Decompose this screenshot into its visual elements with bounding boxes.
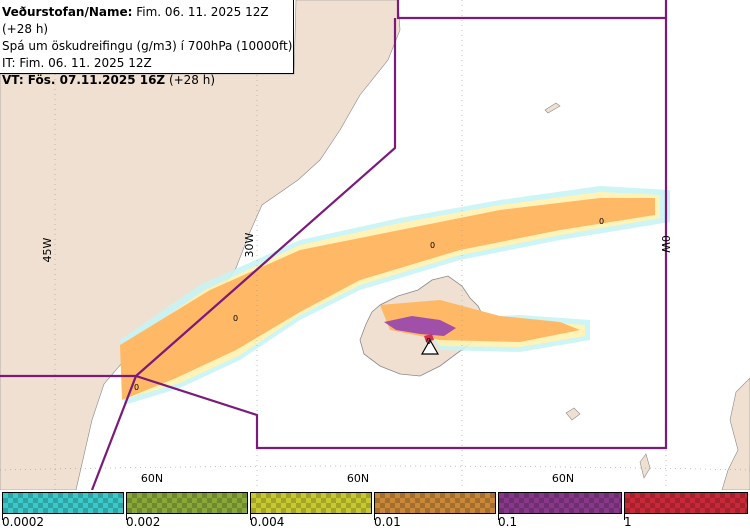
norway-coast bbox=[721, 377, 750, 490]
legend-label-0.002: 0.002 bbox=[126, 515, 161, 529]
jan-mayen-island bbox=[544, 102, 561, 114]
institute-name: Veðurstofan/Name: bbox=[2, 5, 133, 19]
legend-bin-yellow bbox=[250, 492, 372, 514]
legend-bin-cyan bbox=[2, 492, 124, 514]
valid-time: VT: Fös. 07.11.2025 16Z bbox=[2, 73, 166, 87]
initial-time: IT: Fim. 06. 11. 2025 12Z bbox=[2, 56, 152, 70]
legend-label-0.004: 0.004 bbox=[250, 515, 285, 529]
contour-label: 0 bbox=[430, 241, 435, 250]
lon-label-30w: 30W bbox=[243, 232, 256, 257]
fir-boundary bbox=[0, 0, 668, 490]
legend-label-0.01: 0.01 bbox=[374, 515, 401, 529]
header-line-1: Veðurstofan/Name: Fim. 06. 11. 2025 12Z … bbox=[2, 4, 293, 38]
header-line-4: VT: Fös. 07.11.2025 16Z (+28 h) bbox=[2, 72, 293, 89]
legend-tick bbox=[2, 514, 3, 520]
greenland-land bbox=[0, 0, 401, 490]
lat-label-60n-b: 60N bbox=[347, 472, 369, 485]
contour-label: 0 bbox=[599, 217, 604, 226]
legend-tick bbox=[250, 514, 251, 520]
legend-label-1: 1 bbox=[624, 515, 632, 529]
legend-tick bbox=[498, 514, 499, 520]
lat-label-60n-a: 60N bbox=[141, 472, 163, 485]
issue-time: Fim. 06. 11. 2025 12Z (+28 h) bbox=[2, 5, 269, 36]
lon-label-0w: 0W bbox=[659, 235, 672, 253]
legend-bin-red bbox=[624, 492, 748, 514]
legend-bin-olive bbox=[126, 492, 248, 514]
lat-label-60n-c: 60N bbox=[552, 472, 574, 485]
valid-offset: (+28 h) bbox=[165, 73, 216, 87]
ash-forecast-map: 45W 30W 0W 60N 60N 60N 0 0 0 0 0 bbox=[0, 0, 750, 490]
product-title: Spá um öskudreifingu (g/m3) í 700hPa (10… bbox=[2, 39, 293, 53]
lon-label-45w: 45W bbox=[41, 237, 54, 262]
legend-tick bbox=[624, 514, 625, 520]
legend-tick bbox=[126, 514, 127, 520]
color-legend: 0.0002 0.002 0.004 0.01 0.1 1 bbox=[0, 490, 750, 532]
legend-label-0.0002: 0.0002 bbox=[2, 515, 44, 529]
ash-plume-peak bbox=[424, 334, 434, 342]
legend-label-0.1: 0.1 bbox=[498, 515, 518, 529]
contour-label: 0 bbox=[233, 314, 238, 323]
legend-tick bbox=[374, 514, 375, 520]
contour-label: 0 bbox=[134, 383, 139, 392]
faroe-islands bbox=[565, 407, 581, 421]
legend-bin-orange bbox=[374, 492, 496, 514]
contour-label: 0 bbox=[426, 337, 431, 346]
volcano-triangle-icon bbox=[420, 338, 440, 355]
ash-plume-high bbox=[384, 316, 456, 336]
legend-bin-purple bbox=[498, 492, 622, 514]
forecast-info-box: Veðurstofan/Name: Fim. 06. 11. 2025 12Z … bbox=[0, 0, 294, 87]
